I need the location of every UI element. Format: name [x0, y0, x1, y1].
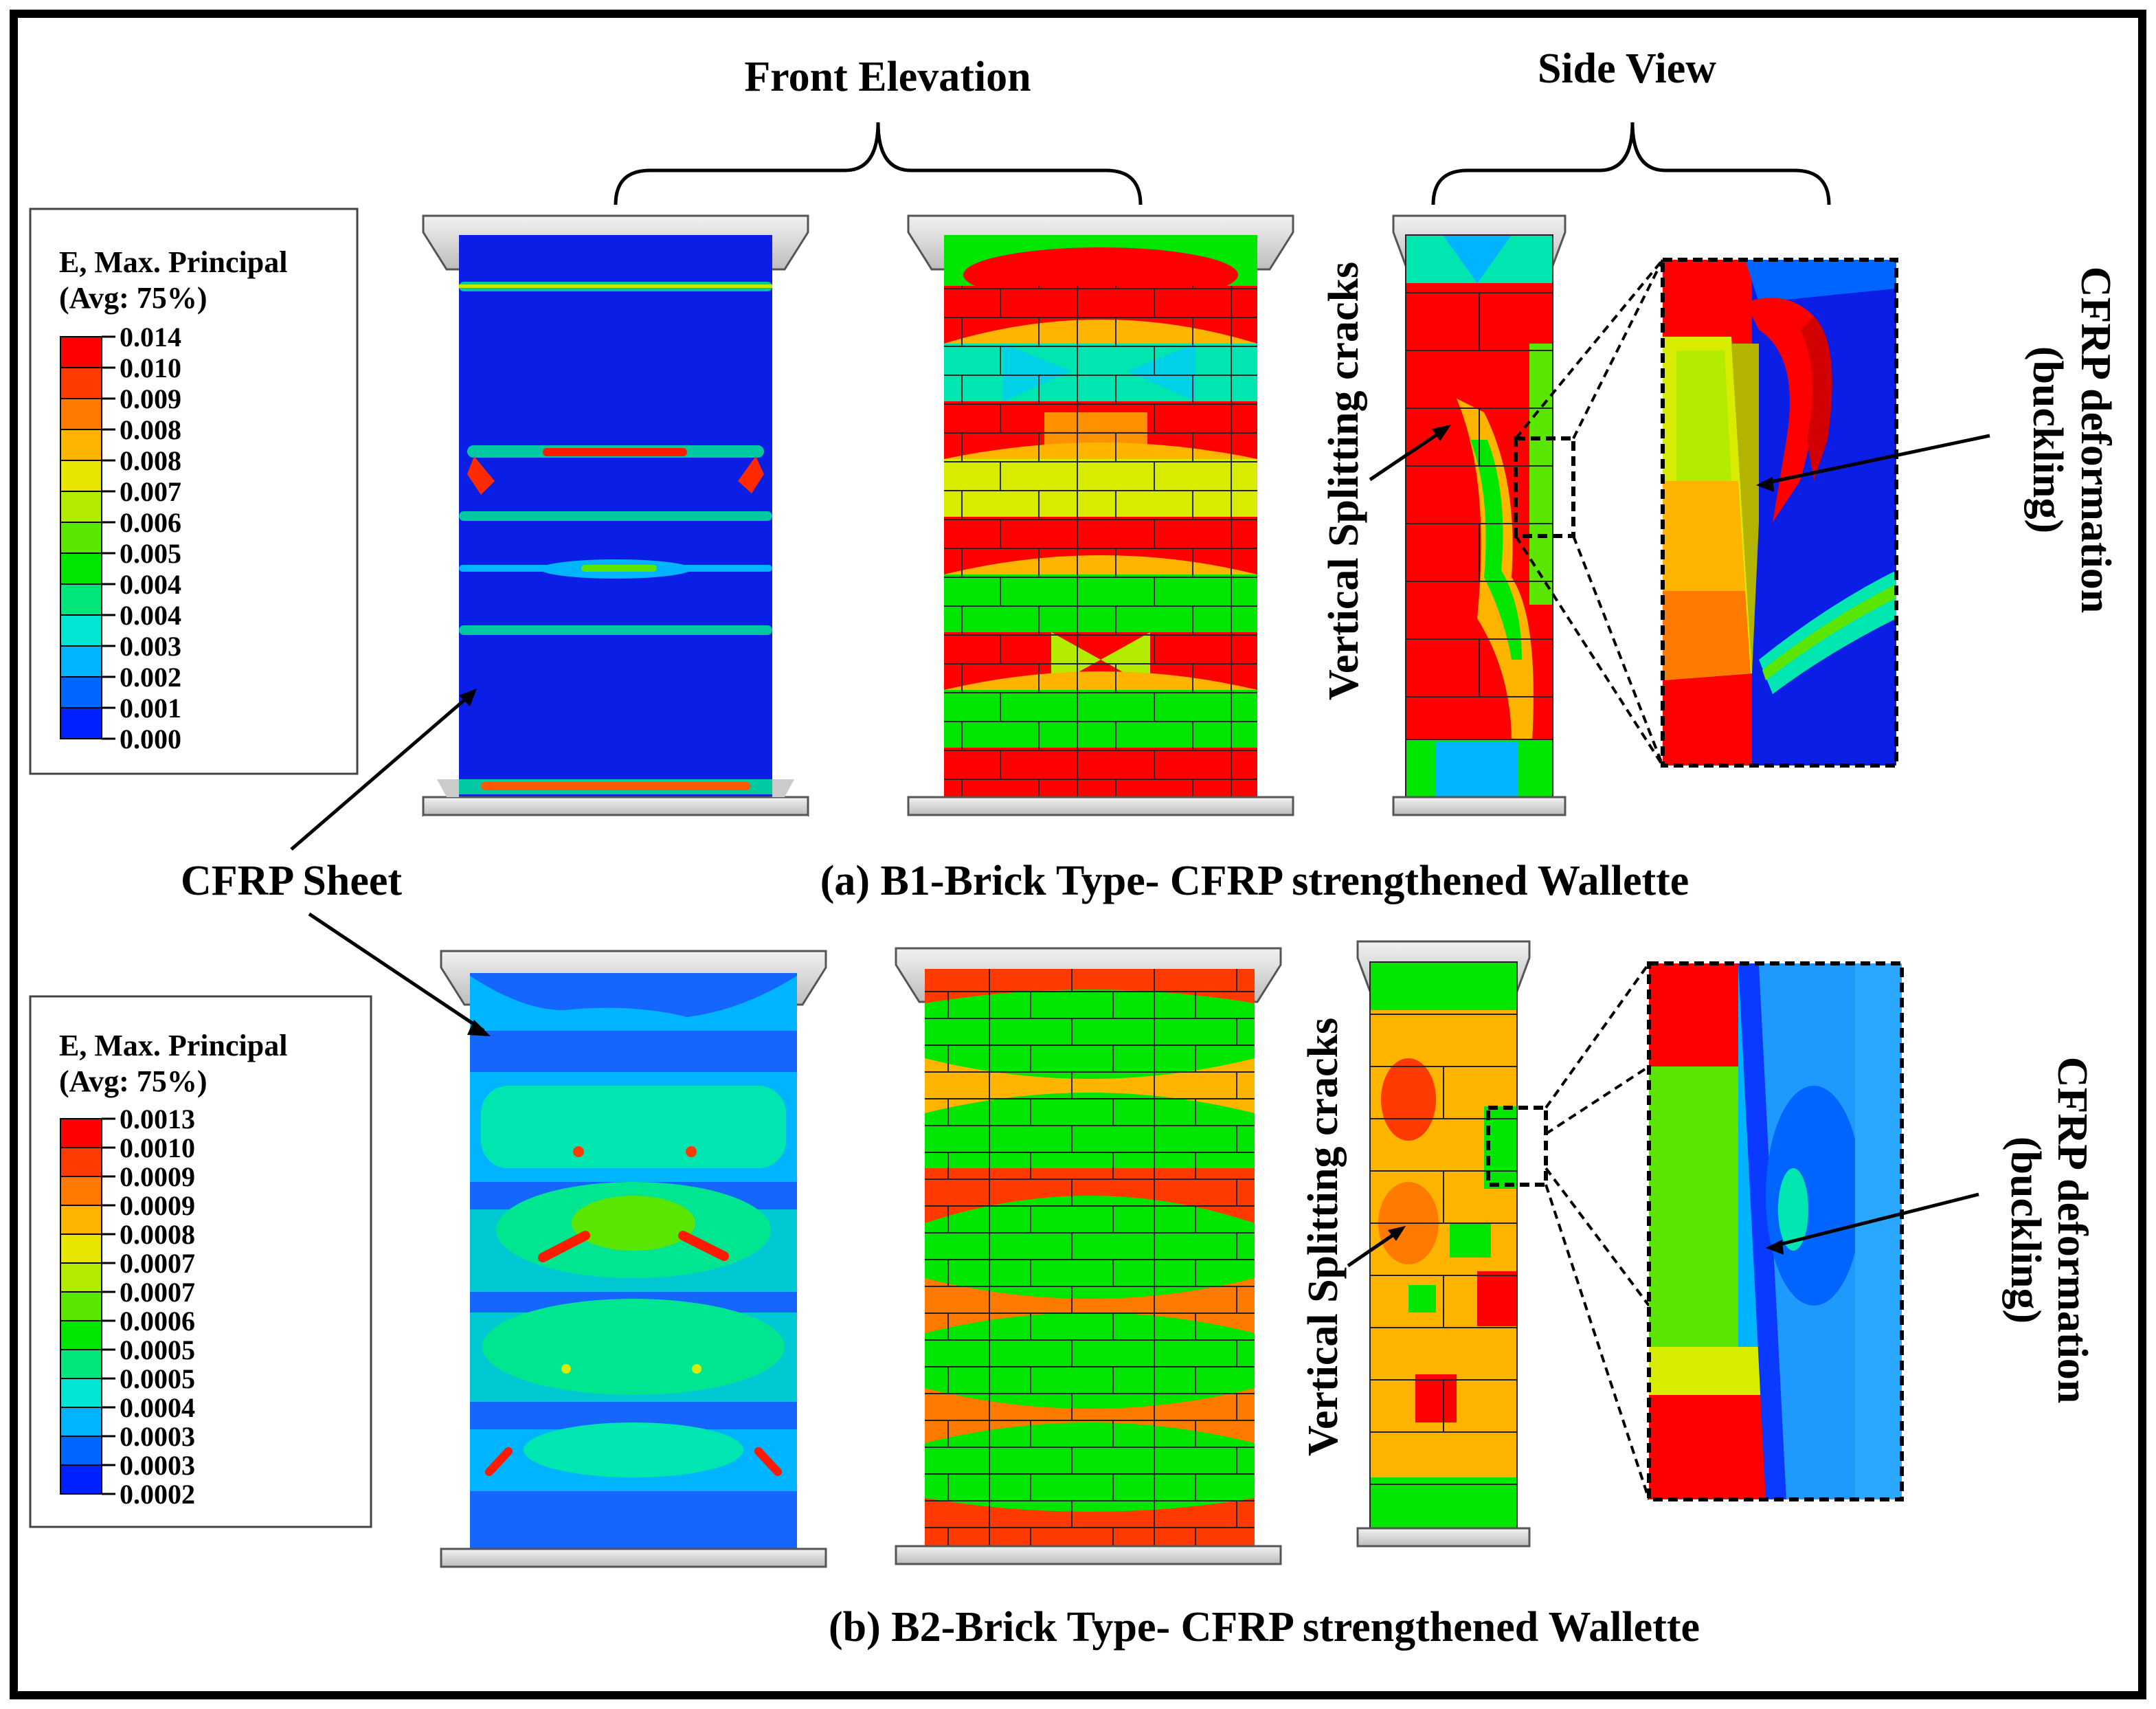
wallette-b-cfrp-front — [440, 950, 827, 1568]
legend-b-swatch — [60, 1233, 102, 1264]
cfrp-deformation-label-a: CFRP deformation — [2072, 267, 2119, 614]
legend-b-value: 0.0003 — [120, 1421, 195, 1452]
legend-a-swatch — [60, 491, 102, 523]
legend-b-value: 0.0006 — [120, 1306, 195, 1337]
cfrp-buckling-label-b: (buckling) — [2002, 1137, 2049, 1323]
legend-b-value: 0.0005 — [120, 1334, 195, 1365]
cfrp-deformation-label-b: CFRP deformation — [2049, 1057, 2096, 1404]
legend-a-values: 0.0140.0100.0090.0080.0080.0070.0060.005… — [102, 322, 181, 755]
vertical-splitting-arrow-a — [1369, 427, 1447, 482]
legend-a-value: 0.000 — [120, 724, 181, 755]
vertical-splitting-label-a: Vertical Splitting cracks — [1321, 262, 1367, 700]
legend-a-value: 0.001 — [120, 693, 181, 724]
legend-b-value: 0.0009 — [120, 1190, 195, 1221]
legend-a-value: 0.006 — [120, 507, 181, 538]
legend-b-value: 0.0013 — [120, 1104, 195, 1135]
legend-a-swatch — [60, 645, 102, 678]
zoom-marker-a — [1514, 436, 1575, 538]
legend-a-swatch — [60, 614, 102, 647]
legend-a-value: 0.005 — [120, 538, 181, 569]
cfrp-sheet-arrow-a — [290, 693, 473, 851]
legend-b-value: 0.0005 — [120, 1363, 195, 1394]
legend-a-swatch — [60, 367, 102, 399]
legend-a-value: 0.008 — [120, 414, 181, 445]
legend-a-swatch — [60, 336, 102, 368]
legend-a-swatch — [60, 460, 102, 492]
legend-b-swatch — [60, 1378, 102, 1408]
legend-a: E, Max. Principal (Avg: 75%) 0.0140.0100… — [29, 208, 359, 775]
legend-b-swatch — [60, 1176, 102, 1206]
legend-a-value: 0.008 — [120, 445, 181, 476]
wallette-b-masonry-front — [895, 947, 1282, 1565]
front-elevation-label: Front Elevation — [744, 54, 1031, 100]
legend-b-swatch — [60, 1436, 102, 1466]
wallette-b-side-view — [1356, 940, 1548, 1548]
legend-b-swatch — [60, 1205, 102, 1235]
legend-b-value: 0.0009 — [120, 1161, 195, 1192]
legend-a-value: 0.003 — [120, 631, 181, 662]
legend-b-swatch — [60, 1291, 102, 1321]
wallette-a-cfrp-front — [422, 214, 809, 817]
vertical-splitting-arrow-b — [1347, 1228, 1402, 1268]
legend-b-value: 0.0004 — [120, 1392, 195, 1423]
legend-b-title: E, Max. Principal — [59, 1029, 287, 1062]
legend-b-colorbar — [60, 1118, 102, 1495]
legend-b-swatch — [60, 1118, 102, 1148]
legend-b-swatch — [60, 1147, 102, 1177]
front-elevation-brace — [614, 122, 1143, 205]
legend-a-value: 0.010 — [120, 353, 181, 383]
legend-a-swatch — [60, 552, 102, 585]
legend-b-swatch — [60, 1407, 102, 1437]
legend-b-subtitle: (Avg: 75%) — [59, 1064, 207, 1098]
legend-a-swatch — [60, 398, 102, 430]
legend-b-values: 0.00130.00100.00090.00090.00080.00070.00… — [102, 1104, 195, 1510]
legend-a-value: 0.007 — [120, 476, 181, 507]
legend-b-swatch — [60, 1464, 102, 1495]
legend-a-title: E, Max. Principal — [59, 245, 287, 279]
legend-a-value: 0.009 — [120, 383, 181, 414]
wallette-a-masonry-front — [907, 214, 1294, 816]
legend-b-value: 0.0003 — [120, 1450, 195, 1481]
legend-b-value: 0.0008 — [120, 1219, 195, 1250]
legend-a-swatch — [60, 583, 102, 616]
legend-b-value: 0.0002 — [120, 1479, 195, 1510]
legend-b-value: 0.0007 — [120, 1277, 195, 1308]
legend-a-value: 0.004 — [120, 600, 181, 631]
legend-a-value: 0.014 — [120, 322, 181, 353]
caption-b: (b) B2-Brick Type- CFRP strengthened Wal… — [829, 1604, 1700, 1651]
legend-a-swatch — [60, 522, 102, 554]
cfrp-deformation-arrow-b — [1771, 1192, 1979, 1249]
side-view-label: Side View — [1538, 45, 1716, 92]
legend-a-swatch — [60, 429, 102, 461]
wallette-a-side-view — [1392, 214, 1575, 816]
zoom-marker-b — [1486, 1106, 1548, 1187]
legend-a-value: 0.004 — [120, 569, 181, 600]
caption-a: (a) B1-Brick Type- CFRP strengthened Wal… — [820, 858, 1689, 904]
cfrp-sheet-label: CFRP Sheet — [181, 858, 402, 904]
legend-b-swatch — [60, 1320, 102, 1350]
legend-b-value: 0.0010 — [120, 1132, 195, 1163]
legend-a-swatch — [60, 707, 102, 739]
legend-b-swatch — [60, 1262, 102, 1293]
legend-b-value: 0.0007 — [120, 1248, 195, 1279]
legend-b: E, Max. Principal (Avg: 75%) 0.00130.001… — [29, 995, 372, 1528]
zoom-detail-a — [1514, 258, 1898, 768]
legend-a-subtitle: (Avg: 75%) — [59, 281, 207, 315]
legend-a-value: 0.002 — [120, 662, 181, 693]
legend-a-colorbar — [60, 336, 102, 739]
legend-b-swatch — [60, 1349, 102, 1379]
vertical-splitting-label-b: Vertical Splitting cracks — [1300, 1018, 1347, 1456]
cfrp-deformation-arrow-a — [1761, 434, 1990, 486]
cfrp-sheet-arrow-b — [308, 912, 485, 1033]
legend-a-swatch — [60, 676, 102, 708]
cfrp-buckling-label-a: (buckling) — [2024, 346, 2071, 533]
side-view-brace — [1431, 122, 1831, 205]
